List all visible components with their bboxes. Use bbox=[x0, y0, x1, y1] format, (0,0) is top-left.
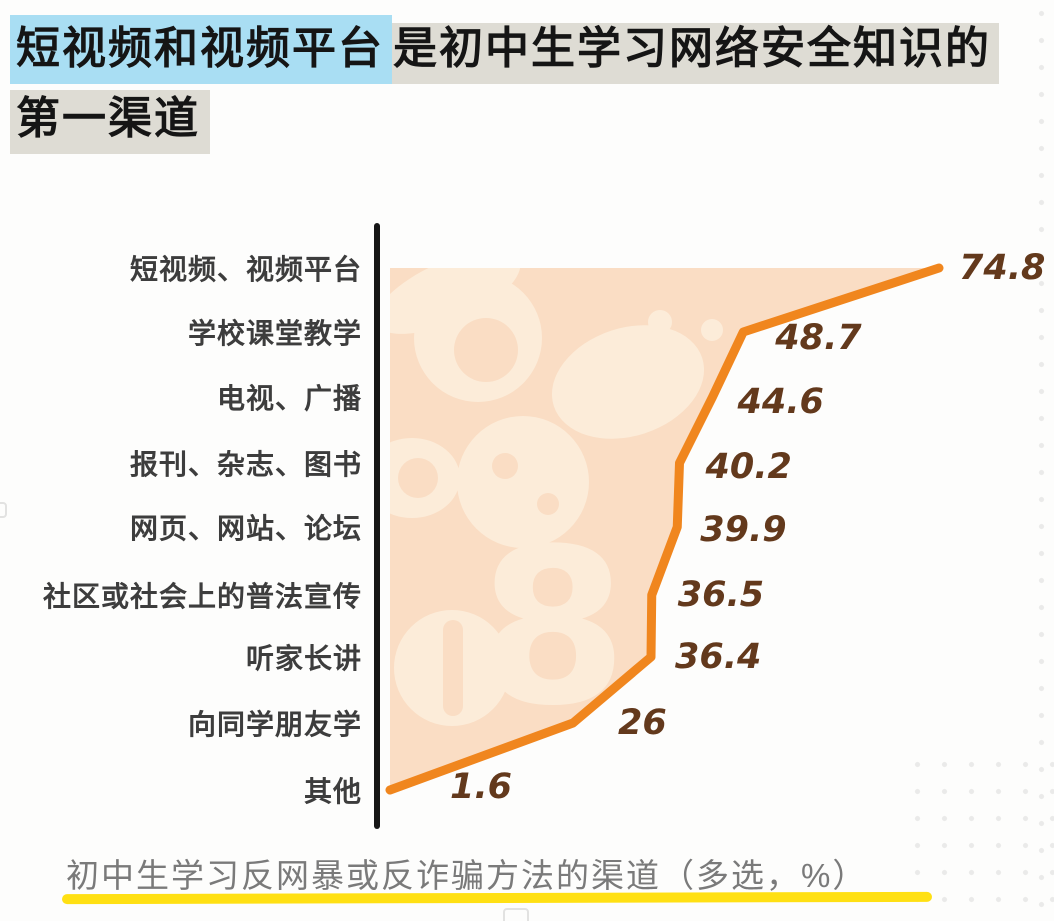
value-label: 48.7 bbox=[775, 318, 862, 358]
chart-caption: 初中生学习反网暴或反诈骗方法的渠道（多选，%） bbox=[66, 857, 868, 894]
title-line2: 第一渠道 bbox=[10, 90, 210, 154]
category-label: 向同学朋友学 bbox=[187, 709, 362, 740]
artifact-bottom-square bbox=[503, 908, 529, 921]
area-fill bbox=[390, 268, 939, 790]
y-axis-line bbox=[374, 223, 380, 829]
artifact-left-bracket bbox=[0, 502, 7, 518]
category-label: 报刊、杂志、图书 bbox=[129, 449, 362, 480]
value-label: 36.4 bbox=[675, 637, 762, 677]
value-label: 74.8 bbox=[959, 248, 1046, 288]
title-rest-line1: 是初中生学习网络安全知识的 bbox=[392, 23, 999, 84]
category-label: 听家长讲 bbox=[245, 643, 362, 674]
category-label: 社区或社会上的普法宣传 bbox=[42, 581, 362, 612]
value-label: 40.2 bbox=[705, 447, 792, 487]
page-title: 短视频和视频平台 是初中生学习网络安全知识的 第一渠道 bbox=[10, 14, 1030, 154]
value-label: 39.9 bbox=[700, 510, 787, 550]
category-label: 电视、广播 bbox=[216, 383, 362, 414]
category-label: 网页、网站、论坛 bbox=[129, 513, 362, 544]
category-labels: 短视频、视频平台学校课堂教学电视、广播报刊、杂志、图书 网页、网站、论坛社区或社会… bbox=[0, 0, 362, 921]
value-label: 44.6 bbox=[737, 382, 824, 422]
value-label: 36.5 bbox=[677, 575, 765, 615]
category-label: 学校课堂教学 bbox=[187, 318, 362, 349]
title-highlighted-text: 短视频和视频平台 bbox=[10, 15, 392, 84]
trend-line bbox=[385, 263, 944, 795]
category-label: 短视频、视频平台 bbox=[129, 254, 362, 285]
value-label: 26 bbox=[618, 703, 667, 743]
category-label: 其他 bbox=[303, 776, 362, 807]
value-label: 1.6 bbox=[450, 767, 513, 807]
